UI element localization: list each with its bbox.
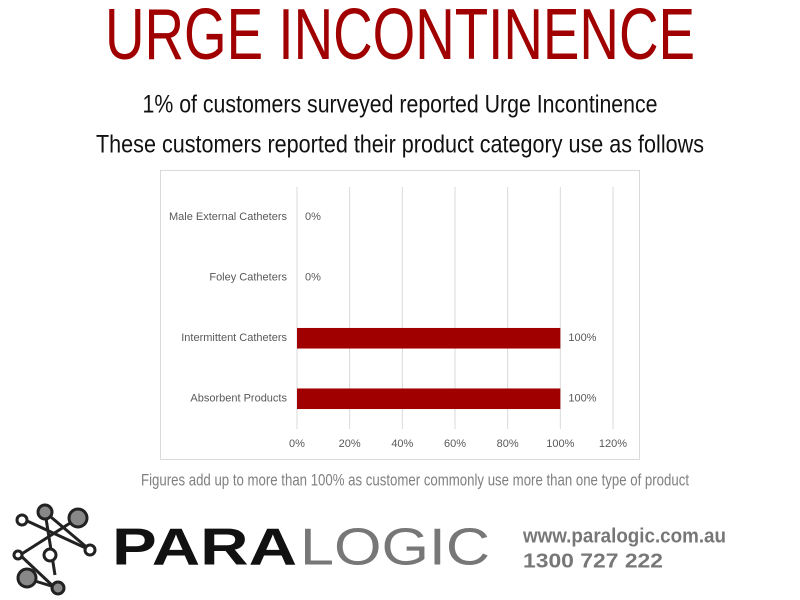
x-tick-label: 0% <box>289 438 305 450</box>
y-tick-label: Foley Catheters <box>209 272 287 284</box>
logo-text: PARA <box>112 519 297 577</box>
x-tick-label: 20% <box>339 438 361 450</box>
website: www.paralogic.com.au <box>522 525 726 547</box>
chart-frame <box>160 170 640 460</box>
data-label: 100% <box>568 393 596 405</box>
bar <box>297 327 561 349</box>
data-label: 0% <box>305 272 321 284</box>
phone: 1300 727 222 <box>523 550 663 572</box>
x-tick-label: 60% <box>444 438 466 450</box>
plot: 0% 20% 40% 60% 80% 100% 120% Male External Cath… <box>169 187 627 450</box>
title: URGE INCONTINENCE <box>105 0 695 75</box>
y-tick-label: Male External Catheters <box>169 211 287 223</box>
data-label: 0% <box>305 211 321 223</box>
subtitle: 1% of customers surveyed reported Urge I… <box>143 91 658 119</box>
bar <box>297 388 561 410</box>
x-tick-label: 120% <box>599 438 627 450</box>
logo-text: LOGIC <box>300 519 490 577</box>
logo-icon <box>12 503 97 596</box>
x-tick-label: 80% <box>497 438 519 450</box>
y-tick-label: Intermittent Catheters <box>181 332 287 344</box>
x-tick-label: 40% <box>391 438 413 450</box>
subtitle: These customers reported their product c… <box>96 131 704 159</box>
footnote: Figures add up to more than 100% as cust… <box>141 470 689 489</box>
data-label: 100% <box>568 332 596 344</box>
y-tick-label: Absorbent Products <box>190 393 287 405</box>
x-tick-label: 100% <box>546 438 574 450</box>
